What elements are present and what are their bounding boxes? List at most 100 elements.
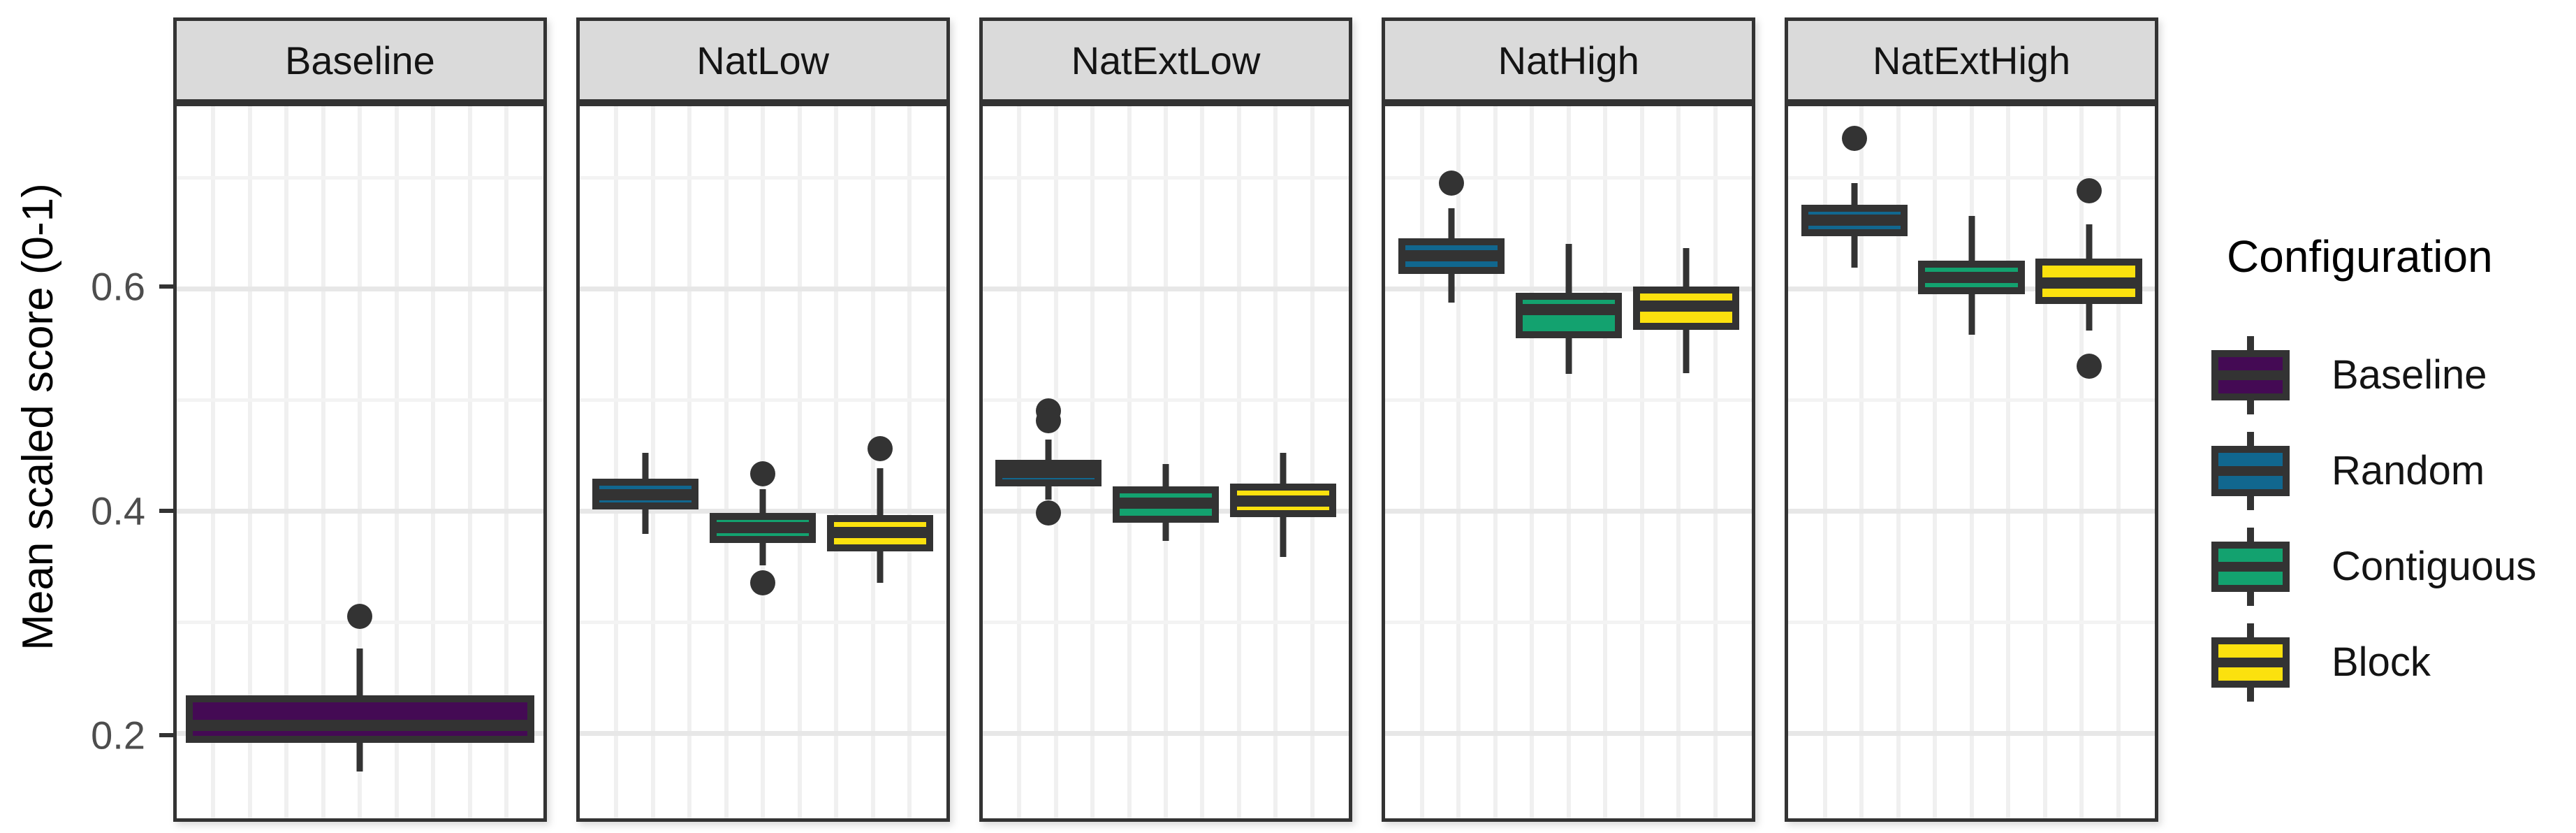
gridline-vertical	[431, 106, 436, 818]
facet-natlow: NatLow	[576, 17, 950, 822]
gridline-minor	[177, 398, 543, 402]
legend-title: Configuration	[2227, 231, 2493, 282]
median-line-natextlow-contiguous	[1119, 498, 1213, 509]
gridline-major	[1788, 730, 2155, 736]
gridline-major	[177, 508, 543, 514]
facet-panel-baseline	[173, 103, 547, 822]
gridline-vertical	[834, 106, 839, 818]
y-tick-mark	[159, 284, 173, 289]
outlier-dot-natexthigh-random	[1841, 126, 1867, 152]
median-line-natexthigh-random	[1808, 214, 1901, 226]
gridline-vertical	[2116, 106, 2121, 818]
gridline-major	[579, 286, 946, 291]
gridline-vertical	[321, 106, 325, 818]
legend-label: Baseline	[2332, 352, 2487, 398]
legend-key-box	[2211, 349, 2290, 400]
legend-key-box	[2211, 541, 2290, 592]
facet-natexthigh: NatExtHigh	[1785, 17, 2158, 822]
legend-key-boxplot-icon	[2211, 431, 2290, 510]
facet-panel-natlow	[576, 103, 950, 822]
gridline-minor	[177, 175, 543, 180]
gridline-vertical	[1419, 106, 1424, 818]
legend-entry-contiguous: Contiguous	[2179, 519, 2576, 614]
gridline-vertical	[504, 106, 509, 818]
gridline-minor	[1385, 620, 1752, 624]
outlier-dot-natlow-contiguous	[750, 570, 776, 595]
legend-key-box	[2211, 637, 2290, 688]
gridline-major	[1385, 508, 1752, 514]
gridline-vertical	[1530, 106, 1535, 818]
gridline-vertical	[247, 106, 252, 818]
gridline-vertical	[1493, 106, 1498, 818]
gridline-vertical	[2006, 106, 2011, 818]
legend-entry-baseline: Baseline	[2179, 327, 2576, 423]
legend-label: Random	[2332, 448, 2485, 493]
gridline-vertical	[1639, 106, 1644, 818]
facet-panel-natextlow	[979, 103, 1353, 822]
boxplot-baseline-baseline	[186, 695, 534, 743]
gridline-minor	[1788, 175, 2155, 180]
y-tick-mark	[159, 733, 173, 738]
gridline-vertical	[1273, 106, 1278, 818]
gridline-vertical	[650, 106, 655, 818]
boxplot-natexthigh-random	[1801, 205, 1908, 236]
legend-entry-random: Random	[2179, 423, 2576, 519]
gridline-vertical	[1713, 106, 1718, 818]
gridline-vertical	[284, 106, 289, 818]
facet-row: Baseline NatLow NatExtLow NatHigh NatExtHigh	[173, 17, 2158, 822]
gridline-major	[1385, 730, 1752, 736]
facet-panel-natexthigh	[1785, 103, 2158, 822]
gridline-vertical	[2079, 106, 2084, 818]
y-tick-label: 0.2	[91, 713, 145, 758]
legend-key-median	[2218, 370, 2283, 380]
legend-entry-block: Block	[2179, 614, 2576, 710]
boxplot-natexthigh-contiguous	[1918, 260, 2025, 294]
legend-key-boxplot-icon	[2211, 623, 2290, 702]
gridline-minor	[982, 175, 1349, 180]
legend-key-boxplot-icon	[2211, 527, 2290, 606]
gridline-vertical	[467, 106, 472, 818]
gridline-minor	[1385, 398, 1752, 402]
boxplot-natlow-block	[827, 515, 934, 552]
gridline-vertical	[1822, 106, 1827, 818]
legend-label: Contiguous	[2332, 544, 2537, 589]
y-axis: 0.6 0.4 0.2	[0, 103, 173, 822]
boxplot-nathigh-random	[1398, 238, 1505, 275]
facet-strip-natextlow: NatExtLow	[979, 17, 1353, 103]
boxplot-natextlow-random	[995, 459, 1102, 486]
gridline-vertical	[1603, 106, 1608, 818]
gridline-major	[982, 286, 1349, 291]
facet-strip-natlow: NatLow	[576, 17, 950, 103]
y-tick-mark	[159, 509, 173, 514]
median-line-natexthigh-block	[2042, 277, 2135, 289]
median-line-natlow-random	[599, 488, 692, 500]
median-line-nathigh-random	[1405, 249, 1498, 261]
median-line-natlow-contiguous	[717, 521, 810, 533]
gridline-vertical	[1200, 106, 1205, 818]
gridline-vertical	[724, 106, 729, 818]
outlier-dot-baseline-baseline	[347, 603, 373, 629]
outlier-dot-natextlow-random	[1036, 500, 1062, 526]
legend-key-median	[2218, 465, 2283, 476]
facet-nathigh: NatHigh	[1382, 17, 1756, 822]
median-line-nathigh-contiguous	[1522, 304, 1615, 316]
gridline-vertical	[614, 106, 619, 818]
gridline-major	[982, 730, 1349, 736]
boxplot-natlow-random	[592, 478, 699, 510]
gridline-vertical	[1859, 106, 1864, 818]
median-line-natlow-block	[834, 526, 927, 538]
outlier-dot-natlow-block	[868, 435, 893, 461]
gridline-vertical	[687, 106, 692, 818]
gridline-major	[1788, 508, 2155, 514]
facet-baseline: Baseline	[173, 17, 547, 822]
median-line-nathigh-block	[1639, 300, 1732, 312]
legend-key-box	[2211, 445, 2290, 496]
gridline-vertical	[1969, 106, 1974, 818]
gridline-vertical	[1566, 106, 1571, 818]
gridline-minor	[579, 620, 946, 624]
gridline-minor	[982, 620, 1349, 624]
boxplot-nathigh-block	[1632, 286, 1739, 330]
median-line-natexthigh-contiguous	[1925, 271, 2018, 283]
gridline-minor	[579, 175, 946, 180]
facet-natextlow: NatExtLow	[979, 17, 1353, 822]
